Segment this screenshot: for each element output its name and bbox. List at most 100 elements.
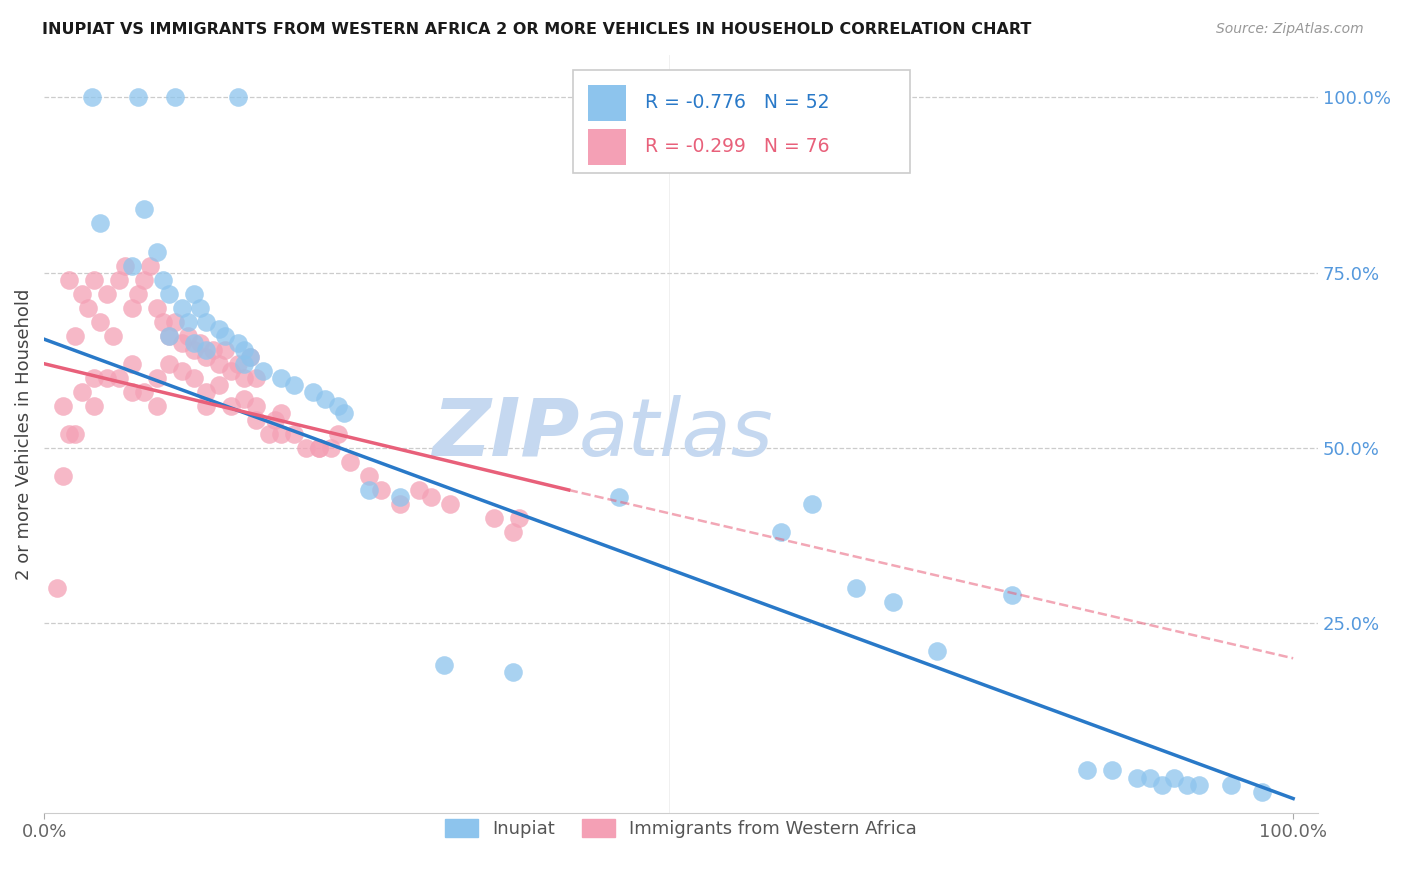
Point	[165, 315, 187, 329]
Point	[270, 426, 292, 441]
Point	[433, 658, 456, 673]
Point	[139, 259, 162, 273]
Point	[389, 490, 412, 504]
Point	[58, 426, 80, 441]
Point	[145, 244, 167, 259]
Point	[152, 272, 174, 286]
Point	[170, 364, 193, 378]
Point	[270, 406, 292, 420]
Point	[121, 259, 143, 273]
Point	[132, 272, 155, 286]
Point	[252, 364, 274, 378]
Text: INUPIAT VS IMMIGRANTS FROM WESTERN AFRICA 2 OR MORE VEHICLES IN HOUSEHOLD CORREL: INUPIAT VS IMMIGRANTS FROM WESTERN AFRIC…	[42, 22, 1032, 37]
Point	[183, 343, 205, 357]
Point	[170, 301, 193, 315]
Point	[233, 392, 256, 406]
Point	[165, 90, 187, 104]
Point	[157, 328, 180, 343]
Point	[157, 328, 180, 343]
Point	[607, 490, 630, 504]
Point	[882, 595, 904, 609]
Point	[321, 441, 343, 455]
Text: ZIP: ZIP	[432, 395, 579, 473]
Point	[70, 384, 93, 399]
Point	[208, 357, 231, 371]
Point	[283, 426, 305, 441]
Point	[188, 335, 211, 350]
Point	[308, 441, 330, 455]
Point	[264, 413, 287, 427]
Point	[1001, 588, 1024, 602]
Point	[314, 392, 336, 406]
Point	[245, 370, 267, 384]
Point	[408, 483, 430, 497]
Point	[1126, 771, 1149, 785]
Point	[245, 413, 267, 427]
Point	[239, 350, 262, 364]
Point	[1076, 764, 1098, 778]
Point	[233, 370, 256, 384]
Point	[1150, 778, 1173, 792]
Point	[101, 328, 124, 343]
Point	[145, 399, 167, 413]
Point	[1251, 784, 1274, 798]
Point	[221, 399, 243, 413]
Point	[114, 259, 136, 273]
Point	[58, 272, 80, 286]
FancyBboxPatch shape	[588, 85, 626, 121]
Point	[65, 426, 87, 441]
Point	[177, 315, 200, 329]
Point	[357, 483, 380, 497]
Point	[208, 377, 231, 392]
Point	[1175, 778, 1198, 792]
Point	[845, 581, 868, 595]
Point	[132, 384, 155, 399]
Point	[927, 644, 949, 658]
Point	[108, 272, 131, 286]
Text: R = -0.299   N = 76: R = -0.299 N = 76	[645, 137, 830, 156]
FancyBboxPatch shape	[572, 70, 911, 172]
Point	[121, 384, 143, 399]
Point	[195, 343, 218, 357]
FancyBboxPatch shape	[588, 128, 626, 165]
Point	[508, 511, 530, 525]
Point	[89, 217, 111, 231]
Point	[201, 343, 224, 357]
Point	[233, 357, 256, 371]
Point	[80, 90, 103, 104]
Point	[195, 384, 218, 399]
Point	[52, 469, 75, 483]
Point	[96, 286, 118, 301]
Point	[195, 399, 218, 413]
Point	[170, 335, 193, 350]
Point	[370, 483, 392, 497]
Point	[108, 370, 131, 384]
Point	[157, 357, 180, 371]
Point	[239, 350, 262, 364]
Point	[295, 441, 318, 455]
Point	[214, 343, 236, 357]
Point	[177, 328, 200, 343]
Point	[121, 301, 143, 315]
Point	[183, 286, 205, 301]
Point	[357, 469, 380, 483]
Point	[1188, 778, 1211, 792]
Point	[283, 377, 305, 392]
Point	[195, 350, 218, 364]
Point	[45, 581, 67, 595]
Point	[132, 202, 155, 217]
Point	[89, 315, 111, 329]
Point	[226, 357, 249, 371]
Point	[214, 328, 236, 343]
Point	[65, 328, 87, 343]
Point	[439, 497, 461, 511]
Point	[188, 301, 211, 315]
Point	[183, 335, 205, 350]
Point	[83, 370, 105, 384]
Point	[226, 335, 249, 350]
Point	[195, 315, 218, 329]
Point	[326, 426, 349, 441]
Point	[339, 455, 361, 469]
Point	[801, 497, 824, 511]
Point	[127, 286, 149, 301]
